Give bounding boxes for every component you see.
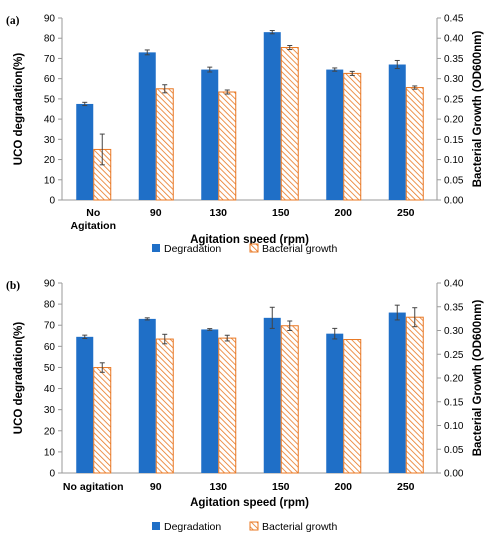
bar-bacterial-growth — [155, 338, 174, 474]
y-tick-label: 10 — [44, 447, 56, 458]
bar-bacterial-growth — [405, 316, 424, 474]
legend-label-degradation: Degradation — [164, 521, 221, 533]
y-tick-label: 0 — [49, 469, 55, 480]
y2-tick-label: 0.00 — [444, 469, 464, 480]
bar-degradation — [138, 318, 156, 473]
legend-swatch-growth — [249, 243, 259, 253]
x-axis-title: Agitation speed (rpm) — [190, 234, 309, 246]
bar-degradation — [201, 329, 219, 473]
bar-degradation — [388, 312, 406, 473]
y2-tick-label: 0.20 — [444, 115, 464, 126]
y2-tick-label: 0.10 — [444, 421, 464, 432]
x-category-label: 250 — [397, 207, 415, 219]
bar-bacterial-growth — [218, 91, 237, 201]
bar-degradation — [76, 336, 94, 473]
bar-bacterial-growth — [280, 325, 299, 474]
x-category-label: 130 — [209, 207, 227, 219]
bar-degradation — [138, 52, 156, 200]
chart-panel-a: (a) 0 10 20 30 40 50 60 70 80 90 0.00 0.05 0.10 0.15 0.… — [6, 14, 484, 256]
y-axis-title: UCO degradation(%) — [13, 322, 25, 435]
y-tick-label: 30 — [44, 405, 56, 416]
bar-bacterial-growth — [218, 337, 237, 474]
y2-tick-label: 0.05 — [444, 445, 464, 456]
bar-bacterial-growth — [343, 72, 362, 201]
chart-panel-b: (b) 0 10 20 30 40 50 60 70 80 90 0.00 0.05 0.10 0.15 0.… — [6, 279, 484, 534]
bar-bacterial-growth — [280, 47, 299, 201]
y2-tick-label: 0.35 — [444, 54, 464, 65]
y2-tick-label: 0.40 — [444, 279, 464, 290]
bar-degradation — [263, 32, 281, 201]
x-category-label: 150 — [272, 481, 290, 493]
y-tick-label: 60 — [44, 342, 56, 353]
legend-label-growth: Bacterial growth — [262, 521, 337, 533]
y2-tick-label: 0.00 — [444, 196, 464, 207]
y-tick-label: 50 — [44, 363, 56, 374]
y2-tick-label: 0.25 — [444, 350, 464, 361]
y2-tick-label: 0.35 — [444, 302, 464, 313]
bar-degradation — [263, 317, 281, 473]
y-tick-label: 80 — [44, 300, 56, 311]
panel-label: (a) — [6, 15, 20, 27]
y-tick-label: 80 — [44, 34, 56, 45]
y2-tick-label: 0.25 — [444, 94, 464, 105]
y2-tick-label: 0.30 — [444, 326, 464, 337]
bar-bacterial-growth — [155, 88, 174, 201]
y-tick-label: 40 — [44, 384, 56, 395]
y-tick-label: 20 — [44, 155, 56, 166]
y2-tick-label: 0.45 — [444, 14, 464, 25]
y-axis-title: UCO degradation(%) — [13, 53, 25, 166]
x-category-label: 200 — [334, 207, 352, 219]
y-tick-label: 10 — [44, 175, 56, 186]
legend-label-degradation: Degradation — [164, 243, 221, 255]
x-axis-title: Agitation speed (rpm) — [190, 497, 309, 509]
y2-tick-label: 0.05 — [444, 175, 464, 186]
legend-label-growth: Bacterial growth — [262, 243, 337, 255]
y2-tick-label: 0.40 — [444, 34, 464, 45]
bar-degradation — [76, 103, 94, 200]
bar-bacterial-growth — [93, 367, 112, 474]
bar-degradation — [326, 333, 344, 473]
y-tick-label: 50 — [44, 94, 56, 105]
y-tick-label: 20 — [44, 426, 56, 437]
x-category-label: 250 — [397, 481, 415, 493]
y2-axis-title: Bacterial Growth (OD600nm) — [472, 31, 484, 188]
y-tick-label: 0 — [49, 196, 55, 207]
bar-degradation — [326, 69, 344, 200]
y-tick-label: 70 — [44, 321, 56, 332]
y-tick-label: 70 — [44, 54, 56, 65]
panel-label: (b) — [6, 280, 20, 292]
y-tick-label: 90 — [44, 14, 56, 25]
y2-tick-label: 0.30 — [444, 74, 464, 85]
bar-degradation — [201, 69, 219, 200]
legend-swatch-degradation — [152, 244, 160, 252]
y2-tick-label: 0.20 — [444, 374, 464, 385]
y-tick-label: 40 — [44, 115, 56, 126]
y-tick-label: 90 — [44, 279, 56, 290]
bar-bacterial-growth — [405, 87, 424, 201]
x-category-label: 200 — [334, 481, 352, 493]
x-category-label: 130 — [209, 481, 227, 493]
x-category-label: No Agitation — [71, 207, 117, 232]
bar-degradation — [388, 64, 406, 200]
y2-axis-title: Bacterial Growth (OD600nm) — [472, 300, 484, 457]
y2-tick-label: 0.10 — [444, 155, 464, 166]
y-tick-label: 30 — [44, 135, 56, 146]
legend-swatch-growth — [249, 521, 259, 531]
x-category-label: No agitation — [63, 481, 124, 493]
y2-tick-label: 0.15 — [444, 135, 464, 146]
bar-bacterial-growth — [343, 339, 362, 474]
x-category-label: 90 — [150, 481, 162, 493]
x-category-label: 150 — [272, 207, 290, 219]
y-tick-label: 60 — [44, 74, 56, 85]
legend-swatch-degradation — [152, 522, 160, 530]
x-category-label: 90 — [150, 207, 162, 219]
y2-tick-label: 0.15 — [444, 397, 464, 408]
